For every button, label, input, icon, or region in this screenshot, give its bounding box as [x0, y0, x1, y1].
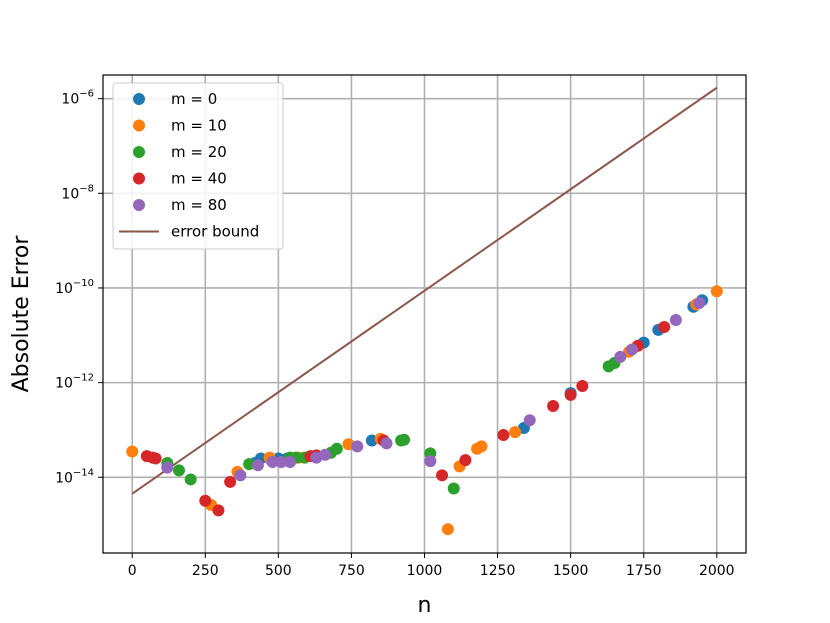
data-point-series-2: [330, 442, 343, 455]
legend-label: m = 20: [171, 143, 227, 161]
ticks: 0 250 500 750 1000 1250 1500 1750 200010−1410−12…: [55, 89, 735, 579]
x-tick-label: 1500: [553, 563, 589, 579]
data-point-series-3: [199, 494, 212, 507]
data-point-series-4: [424, 455, 437, 468]
line-series-layer: [131, 86, 718, 495]
legend-marker: [133, 172, 145, 185]
data-point-series-2: [172, 464, 185, 477]
data-point-series-4: [319, 448, 332, 461]
x-tick-label: 1750: [626, 563, 662, 579]
legend-label: error bound: [171, 223, 259, 241]
y-tick-label: 10−14: [55, 467, 94, 486]
data-point-series-3: [149, 452, 162, 465]
data-point-series-3: [576, 379, 589, 392]
y-tick-label: 10−12: [55, 373, 94, 392]
data-point-series-3: [658, 320, 671, 333]
data-point-series-4: [626, 343, 639, 356]
legend-label: m = 10: [171, 117, 227, 135]
x-tick-label: 2000: [699, 563, 735, 579]
x-tick-label: 1250: [480, 563, 516, 579]
data-point-series-3: [564, 388, 577, 401]
data-point-series-3: [436, 469, 449, 482]
data-point-series-1: [509, 426, 522, 439]
points-layer: [126, 285, 723, 536]
x-tick-label: 750: [338, 563, 365, 579]
data-point-series-3: [459, 454, 472, 467]
y-tick-label-base: 10: [61, 92, 79, 108]
data-point-series-1: [441, 523, 454, 536]
data-point-series-2: [398, 433, 411, 446]
data-point-series-4: [266, 456, 279, 469]
data-point-series-1: [710, 285, 723, 298]
y-tick-label-exponent: −10: [73, 278, 94, 289]
data-point-series-4: [380, 437, 393, 450]
y-tick-label: 10−6: [61, 89, 94, 108]
legend-label: m = 0: [171, 90, 217, 108]
legend-marker: [133, 119, 145, 132]
data-point-series-4: [161, 461, 174, 474]
legend-frame: [112, 82, 284, 250]
data-point-series-4: [251, 459, 264, 472]
data-point-series-4: [693, 297, 706, 310]
y-tick-label-base: 10: [55, 281, 73, 297]
legend-marker: [133, 93, 145, 105]
data-point-series-4: [351, 440, 364, 453]
data-point-series-4: [669, 314, 682, 327]
legend: m = 0 m = 10 m = 20 m = 40 m = 80 error bound: [112, 82, 284, 250]
y-tick-label-exponent: −14: [73, 467, 94, 478]
data-point-series-4: [284, 456, 297, 469]
x-tick-label: 1000: [407, 563, 443, 579]
y-tick-label-exponent: −8: [79, 183, 94, 194]
y-tick-label-base: 10: [61, 186, 79, 202]
data-point-series-4: [275, 456, 288, 469]
y-tick-label-exponent: −6: [79, 89, 94, 100]
data-point-series-2: [447, 482, 460, 495]
y-tick-label: 10−8: [61, 183, 94, 202]
data-point-series-1: [126, 445, 139, 458]
legend-marker: [133, 146, 145, 158]
data-point-series-2: [184, 473, 197, 486]
data-point-series-3: [497, 429, 510, 442]
x-tick-label: 0: [128, 563, 137, 579]
data-point-series-2: [243, 458, 256, 471]
data-point-series-4: [523, 414, 536, 427]
x-tick-label: 250: [192, 563, 219, 579]
legend-label: m = 80: [171, 196, 227, 214]
y-tick-label-base: 10: [55, 376, 73, 392]
data-point-series-3: [212, 504, 225, 517]
legend-label: m = 40: [171, 170, 227, 188]
x-tick-label: 500: [265, 563, 292, 579]
y-tick-label-exponent: −12: [73, 373, 94, 384]
data-point-series-4: [614, 350, 627, 363]
error-bound-line: [131, 86, 718, 495]
data-point-series-1: [475, 440, 488, 453]
y-tick-label-base: 10: [55, 470, 73, 486]
data-point-series-3: [547, 400, 560, 413]
data-point-series-3: [224, 475, 237, 488]
x-axis-label: n: [418, 593, 432, 618]
data-point-series-4: [234, 469, 247, 482]
y-tick-label: 10−10: [55, 278, 94, 297]
y-axis-label: Absolute Error: [9, 235, 34, 393]
legend-marker: [133, 199, 145, 211]
